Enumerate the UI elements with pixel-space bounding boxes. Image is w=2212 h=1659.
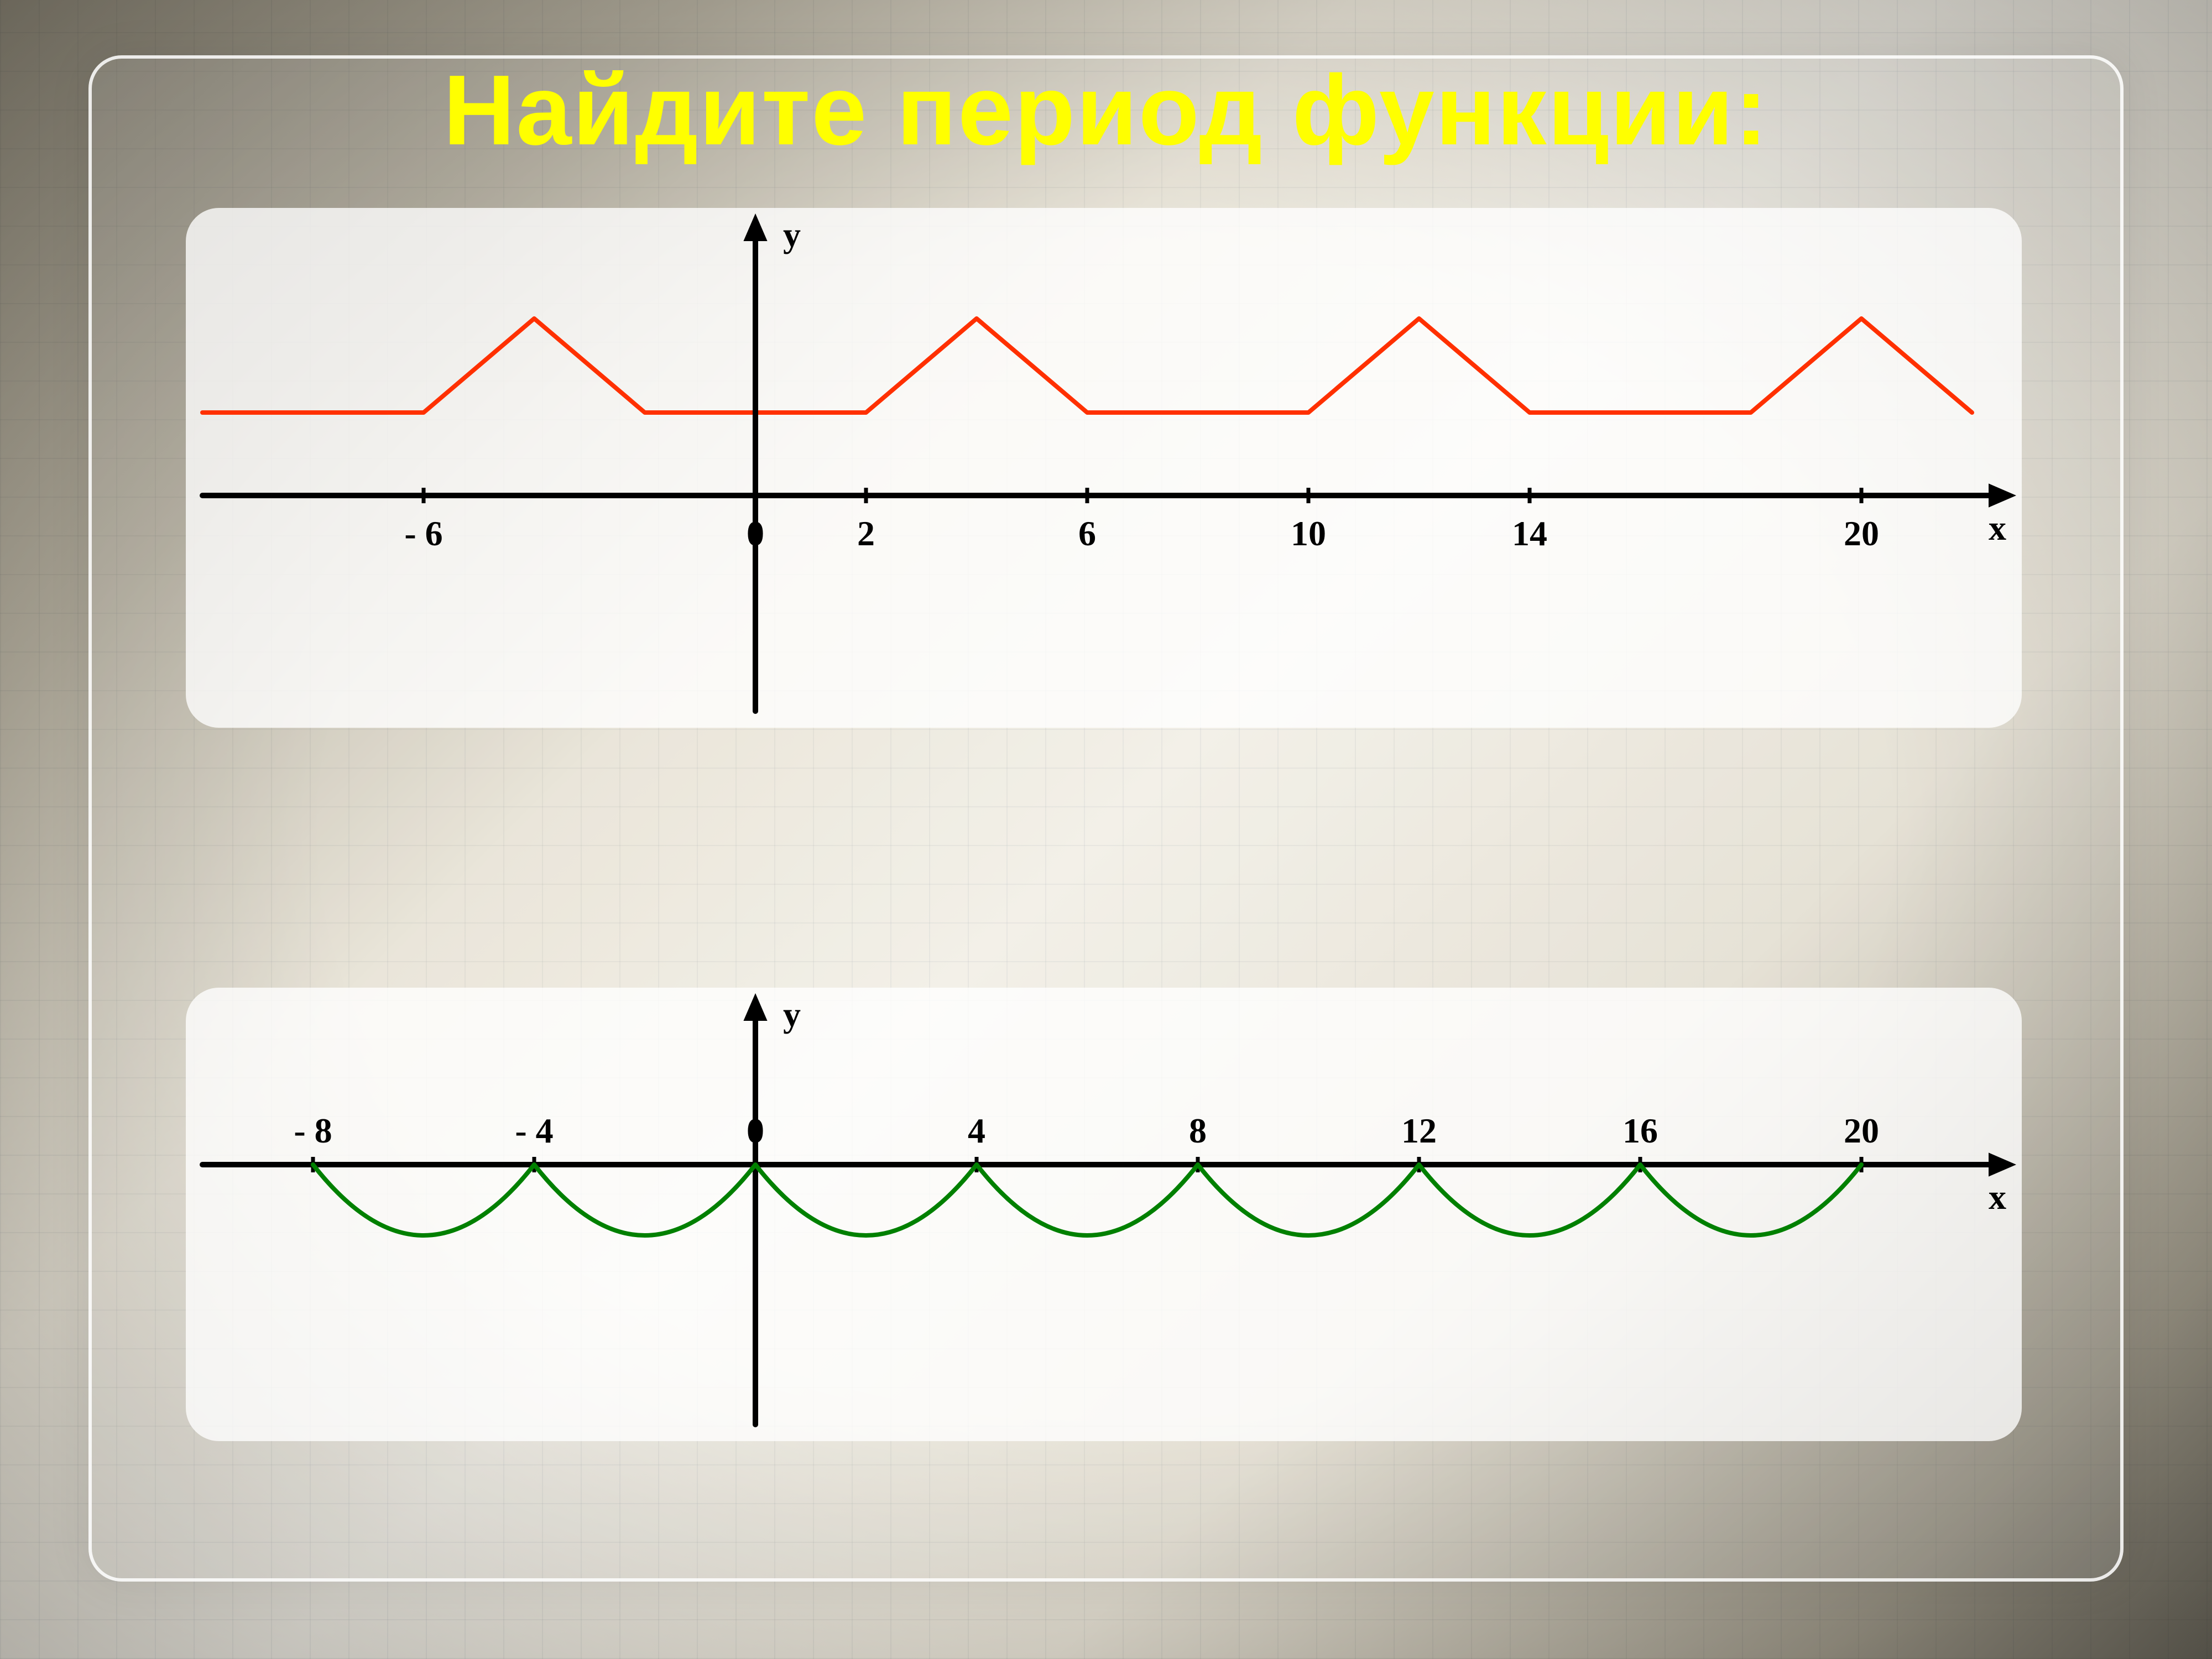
chart-bottom: у х - 8 - 4 0 4 8 12 16 20 (186, 988, 2022, 1441)
function-curve-bottom (313, 1165, 1861, 1235)
x-tick-label: 14 (1512, 514, 1547, 553)
x-tick-label: 0 (747, 514, 764, 553)
x-tick-label: 16 (1623, 1111, 1658, 1150)
chart-panel-top: у х - 6 0 2 6 10 14 20 (186, 208, 2022, 728)
slide-title: Найдите период функции: (92, 53, 2120, 168)
x-tick-label: 20 (1844, 514, 1879, 553)
x-tick-label: 2 (857, 514, 875, 553)
x-tick-label: 4 (968, 1111, 985, 1150)
function-curve-top (202, 319, 1972, 413)
y-axis-label: у (783, 995, 801, 1034)
y-axis-label: у (783, 215, 801, 254)
x-tick-label: 20 (1844, 1111, 1879, 1150)
x-tick-label: - 4 (515, 1111, 553, 1150)
content-card: Найдите период функции: у х - 6 0 2 6 10 14 20 у… (88, 55, 2124, 1582)
x-axis-label: х (1989, 1177, 2006, 1217)
x-tick-label: 12 (1401, 1111, 1437, 1150)
x-tick-label: - 8 (294, 1111, 332, 1150)
x-axis-label: х (1989, 508, 2006, 547)
x-tick-label: - 6 (404, 514, 442, 553)
chart-panel-bottom: у х - 8 - 4 0 4 8 12 16 20 (186, 988, 2022, 1441)
x-tick-label: 10 (1291, 514, 1326, 553)
x-tick-label: 0 (747, 1111, 764, 1150)
x-tick-label: 6 (1078, 514, 1096, 553)
chart-top: у х - 6 0 2 6 10 14 20 (186, 208, 2022, 728)
x-tick-label: 8 (1189, 1111, 1207, 1150)
